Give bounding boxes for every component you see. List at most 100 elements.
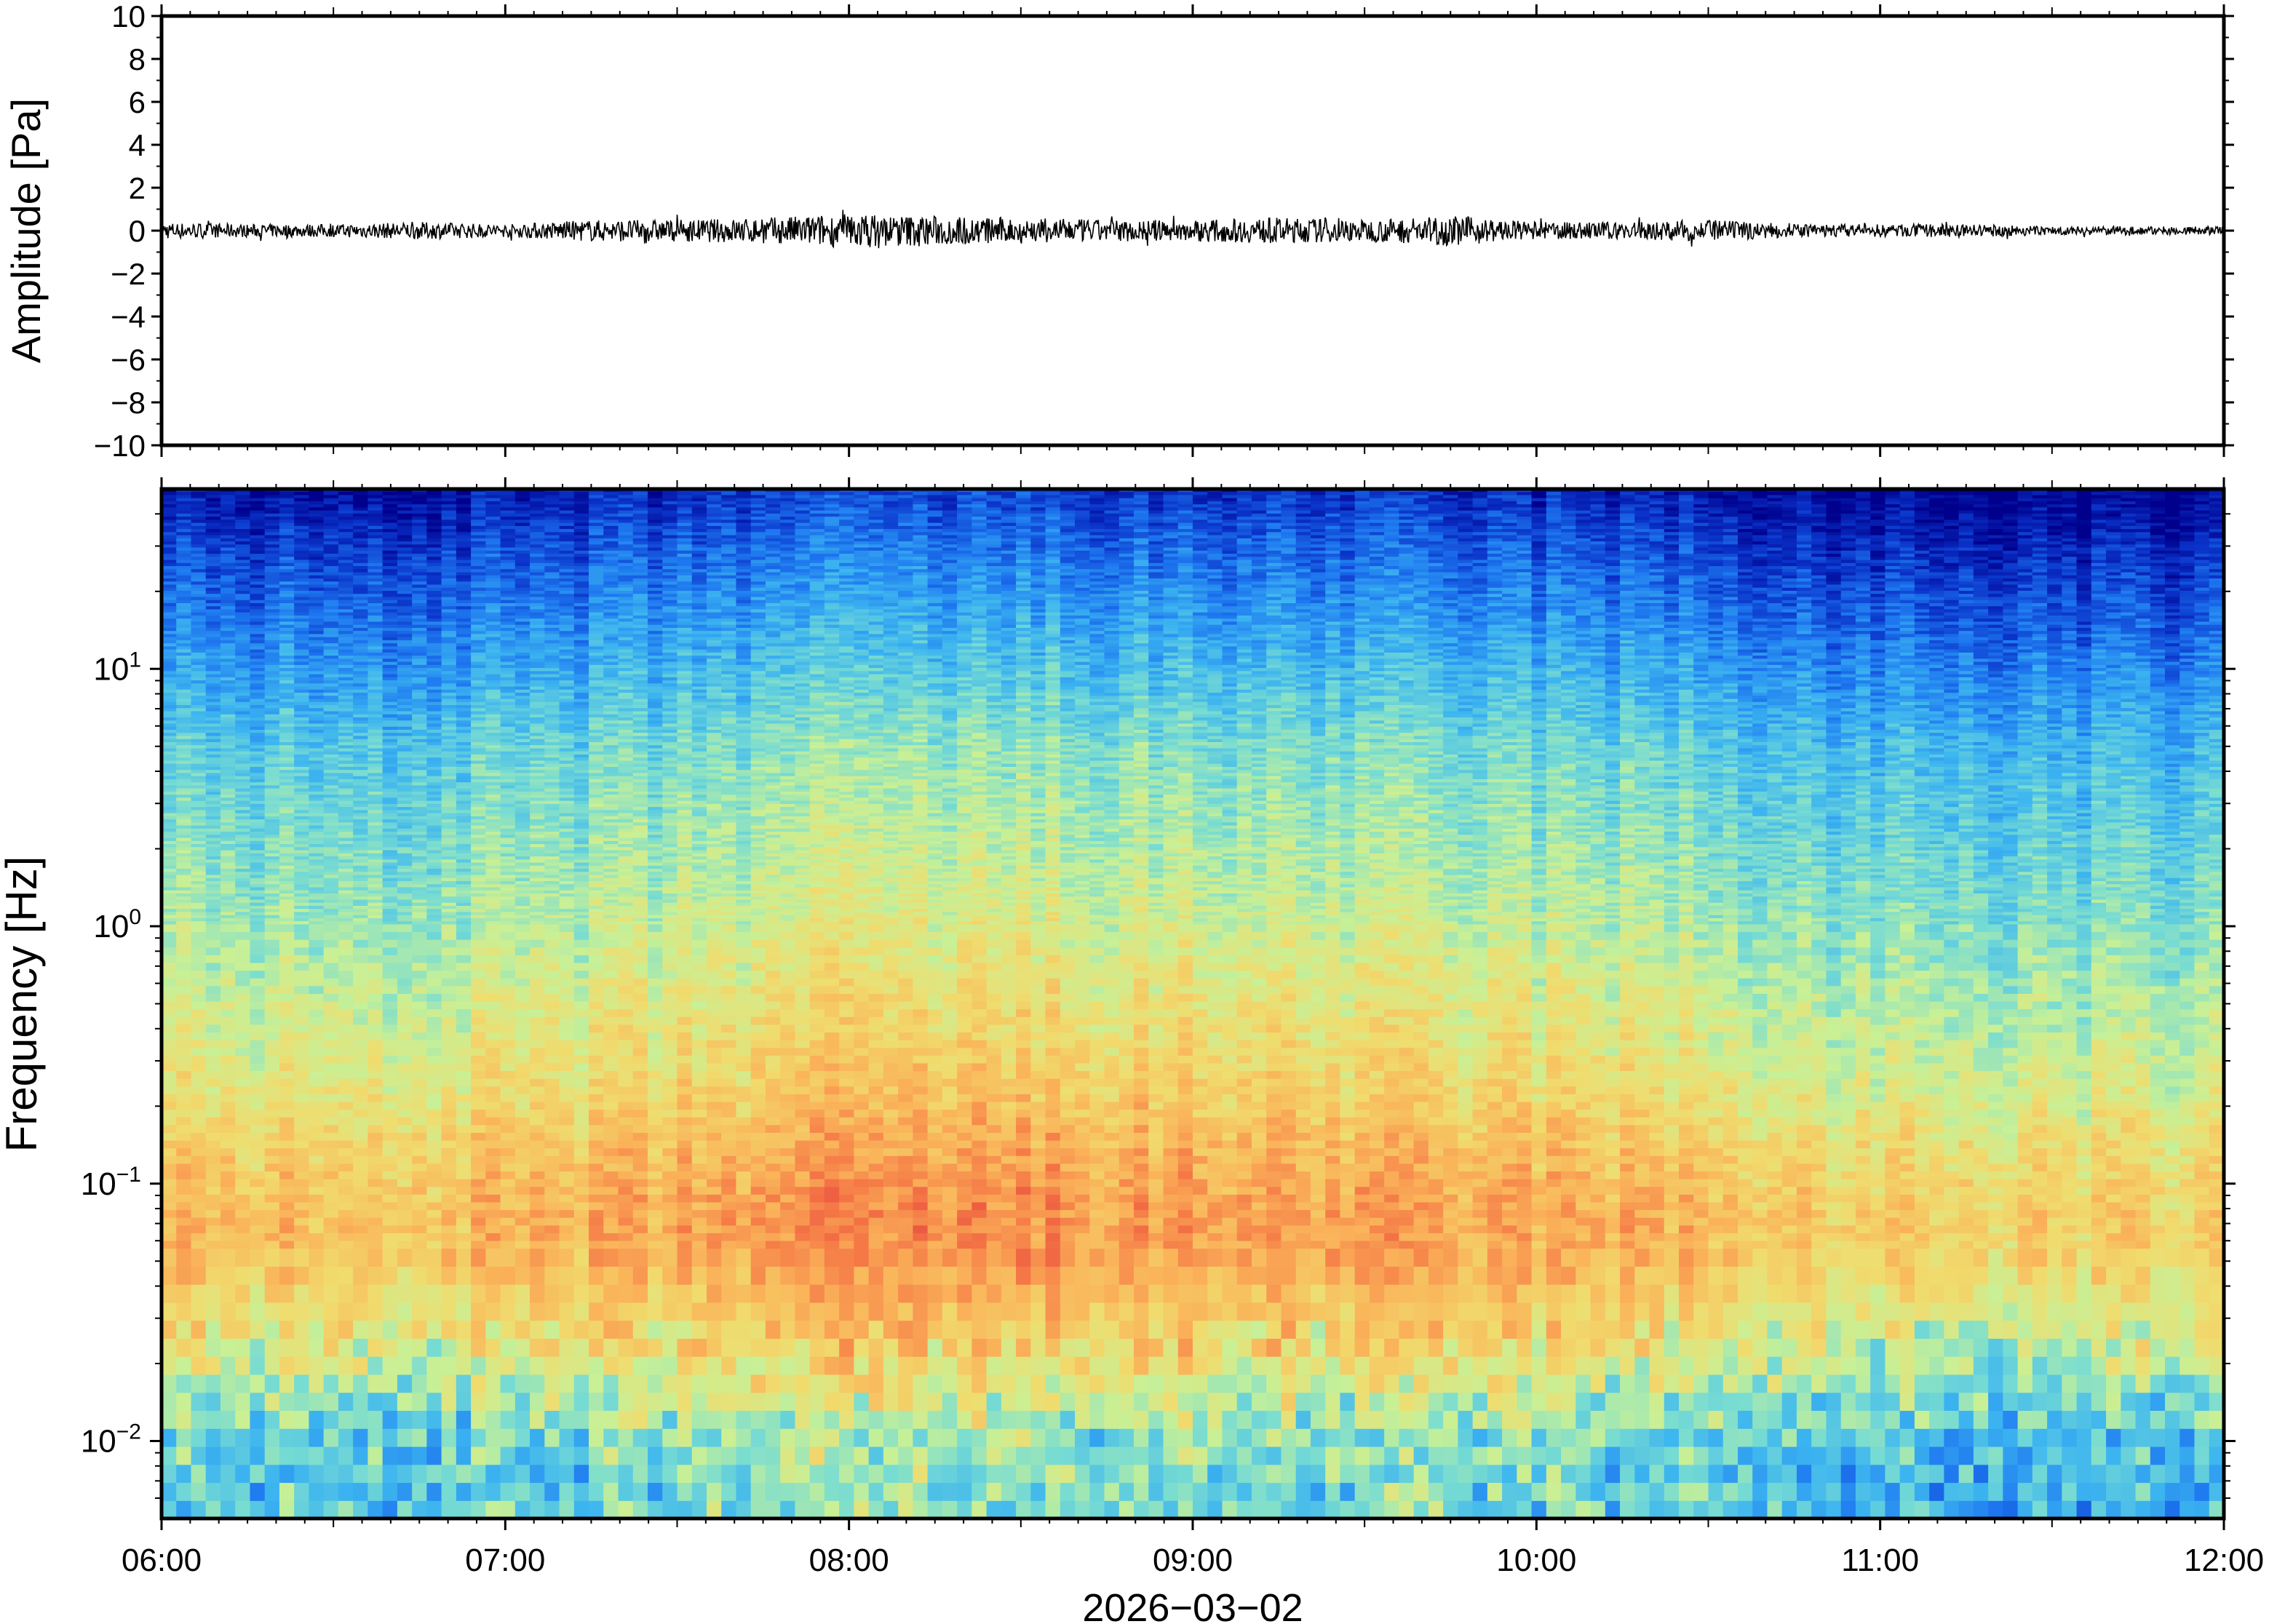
spectrogram-cell [501, 1117, 516, 1125]
spectrogram-cell [397, 918, 413, 921]
spectrogram-cell [412, 1040, 427, 1048]
spectrogram-cell [309, 668, 324, 672]
spectrogram-cell [235, 708, 250, 712]
spectrogram-cell [162, 656, 177, 659]
spectrogram-cell [279, 671, 295, 674]
spectrogram-cell [485, 646, 501, 650]
spectrogram-cell [235, 1194, 250, 1202]
spectrogram-cell [191, 1001, 206, 1009]
spectrogram-cell [162, 631, 177, 634]
spectrogram-cell [220, 525, 236, 529]
spectrogram-cell [324, 1210, 339, 1218]
spectrogram-cell [442, 594, 457, 597]
spectrogram-cell [176, 770, 191, 773]
spectrogram-cell [294, 748, 309, 752]
spectrogram-cell [338, 680, 354, 683]
spectrogram-cell [162, 739, 177, 742]
spectrogram-cell [191, 931, 206, 939]
spectrogram-cell [220, 947, 236, 955]
spectrogram-cell [294, 525, 309, 529]
spectrogram-cell [397, 915, 413, 918]
spectrogram-cell [471, 971, 486, 979]
spectrogram-cell [309, 754, 324, 757]
spectrogram-cell [397, 547, 413, 551]
spectrogram-cell [471, 1428, 486, 1446]
spectrogram-cell [383, 674, 398, 677]
spectrogram-cell [397, 501, 413, 504]
spectrogram-cell [397, 828, 413, 832]
spectrogram-cell [338, 498, 354, 501]
spectrogram-cell [501, 924, 516, 932]
spectrogram-cell [235, 711, 250, 715]
spectrogram-cell [456, 1140, 472, 1148]
spectrogram-cell [367, 510, 383, 514]
spectrogram-cell [383, 612, 398, 616]
spectrogram-cell [191, 597, 206, 600]
spectrogram-cell [265, 875, 280, 878]
spectrogram-cell [456, 1374, 472, 1393]
spectrogram-cell [442, 1284, 457, 1302]
spectrogram-cell [456, 550, 472, 554]
spectrogram-cell [324, 624, 339, 628]
spectrogram-cell [176, 1266, 191, 1284]
spectrogram-cell [309, 656, 324, 659]
spectrogram-cell [338, 1202, 354, 1210]
spectrogram-cell [515, 1171, 531, 1179]
spectrogram-cell [279, 877, 295, 881]
spectrogram-cell [294, 939, 309, 947]
spectrogram-cell [367, 1500, 383, 1518]
spectrogram-cell [206, 924, 221, 932]
spectrogram-cell [176, 522, 191, 526]
spectrogram-cell [397, 896, 413, 900]
spectrogram-cell [383, 677, 398, 680]
spectrogram-cell [471, 674, 486, 677]
spectrogram-cell [162, 1009, 177, 1017]
spectrogram-cell [206, 1428, 221, 1446]
spectrogram-cell [353, 575, 368, 578]
spectrogram-cell [250, 701, 265, 705]
spectrogram-cell [206, 847, 221, 851]
spectrogram-cell [383, 850, 398, 853]
spectrogram-cell [191, 736, 206, 739]
spectrogram-cell [162, 664, 177, 668]
spectrogram-cell [353, 865, 368, 869]
spectrogram-cell [265, 847, 280, 851]
spectrogram-cell [442, 664, 457, 668]
spectrogram-cell [162, 683, 177, 687]
spectrogram-cell [162, 522, 177, 526]
spectrogram-cell [353, 634, 368, 637]
spectrogram-cell [324, 795, 339, 798]
spectrogram-cell [265, 525, 280, 529]
spectrogram-cell [485, 837, 501, 841]
spectrogram-cell [367, 581, 383, 585]
spectrogram-cell [250, 590, 265, 594]
spectrogram-cell [353, 782, 368, 786]
spectrogram-cell [338, 587, 354, 591]
spectrogram-cell [485, 918, 501, 921]
spectrogram-cell [279, 1217, 295, 1225]
spectrogram-cell [426, 859, 442, 863]
spectrogram-cell [397, 779, 413, 782]
spectrogram-cell [191, 1163, 206, 1171]
spectrogram-cell [235, 587, 250, 591]
spectrogram-cell [397, 1194, 413, 1202]
spectrogram-cell [426, 921, 442, 925]
spectrogram-cell [412, 816, 427, 819]
spectrogram-cell [324, 1194, 339, 1202]
spectrogram-cell [353, 594, 368, 597]
spectrogram-cell [206, 931, 221, 939]
spectrogram-cell [367, 856, 383, 859]
spectrogram-cell [250, 785, 265, 789]
spectrogram-cell [353, 522, 368, 526]
spectrogram-cell [367, 565, 383, 569]
spectrogram-cell [353, 618, 368, 622]
spectrogram-cell [279, 986, 295, 994]
spectrogram-cell [206, 1393, 221, 1411]
spectrogram-cell [485, 1249, 501, 1267]
spectrogram-cell [338, 1217, 354, 1225]
spectrogram-cell [456, 1217, 472, 1225]
spectrogram-cell [191, 1225, 206, 1233]
spectrogram-cell [456, 986, 472, 994]
spectrogram-cell [294, 733, 309, 736]
spectrogram-cell [191, 513, 206, 517]
